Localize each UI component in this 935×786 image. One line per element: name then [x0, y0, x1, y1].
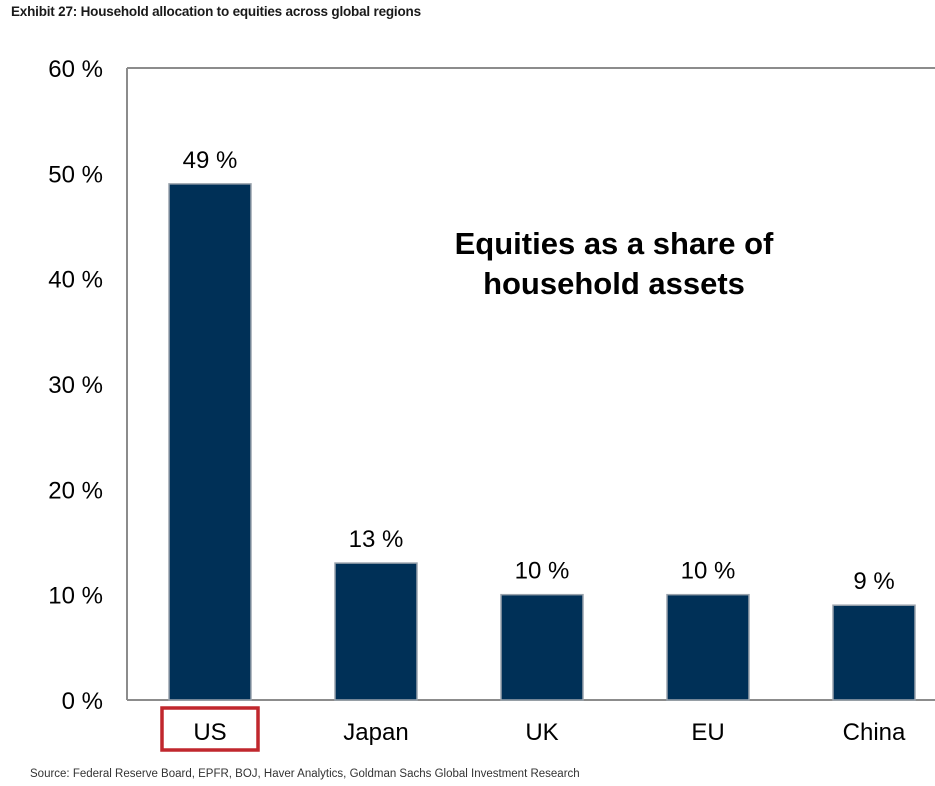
- exhibit-title: Exhibit 27: Household allocation to equi…: [11, 4, 421, 19]
- annotation-line: Equities as a share of: [455, 226, 774, 261]
- category-label-japan: Japan: [343, 719, 408, 746]
- data-label-us: 49 %: [183, 147, 238, 174]
- y-axis-ticks: 0 % 10 % 20 % 30 % 40 % 50 % 60 %: [48, 56, 103, 715]
- bar-us: [168, 183, 252, 701]
- data-label-china: 9 %: [853, 568, 894, 595]
- x-axis-categories: US Japan UK EU China: [160, 706, 906, 752]
- y-tick-label: 30 %: [48, 372, 103, 399]
- category-label-us: US: [193, 719, 226, 746]
- data-label-eu: 10 %: [681, 558, 736, 585]
- y-tick-label: 40 %: [48, 267, 103, 294]
- bar-china: [832, 604, 916, 701]
- bar-eu: [666, 593, 750, 701]
- chart-annotation: Equities as a share of household assets: [455, 226, 774, 301]
- bar-japan: [334, 562, 418, 701]
- data-label-uk: 10 %: [515, 558, 570, 585]
- y-tick-label: 0 %: [62, 688, 103, 715]
- chart-data-labels: 49 % 13 % 10 % 10 % 9 %: [183, 147, 895, 595]
- data-label-japan: 13 %: [349, 526, 404, 553]
- chart-bars: [168, 183, 916, 701]
- source-note: Source: Federal Reserve Board, EPFR, BOJ…: [30, 768, 580, 780]
- highlight-box: [160, 706, 260, 752]
- y-tick-label: 20 %: [48, 477, 103, 504]
- bar-uk: [500, 593, 584, 701]
- y-tick-label: 50 %: [48, 161, 103, 188]
- category-label-eu: EU: [691, 719, 724, 746]
- category-label-china: China: [843, 719, 906, 746]
- annotation-line: household assets: [483, 266, 745, 301]
- y-tick-label: 60 %: [48, 56, 103, 83]
- y-tick-label: 10 %: [48, 583, 103, 610]
- category-label-uk: UK: [525, 719, 558, 746]
